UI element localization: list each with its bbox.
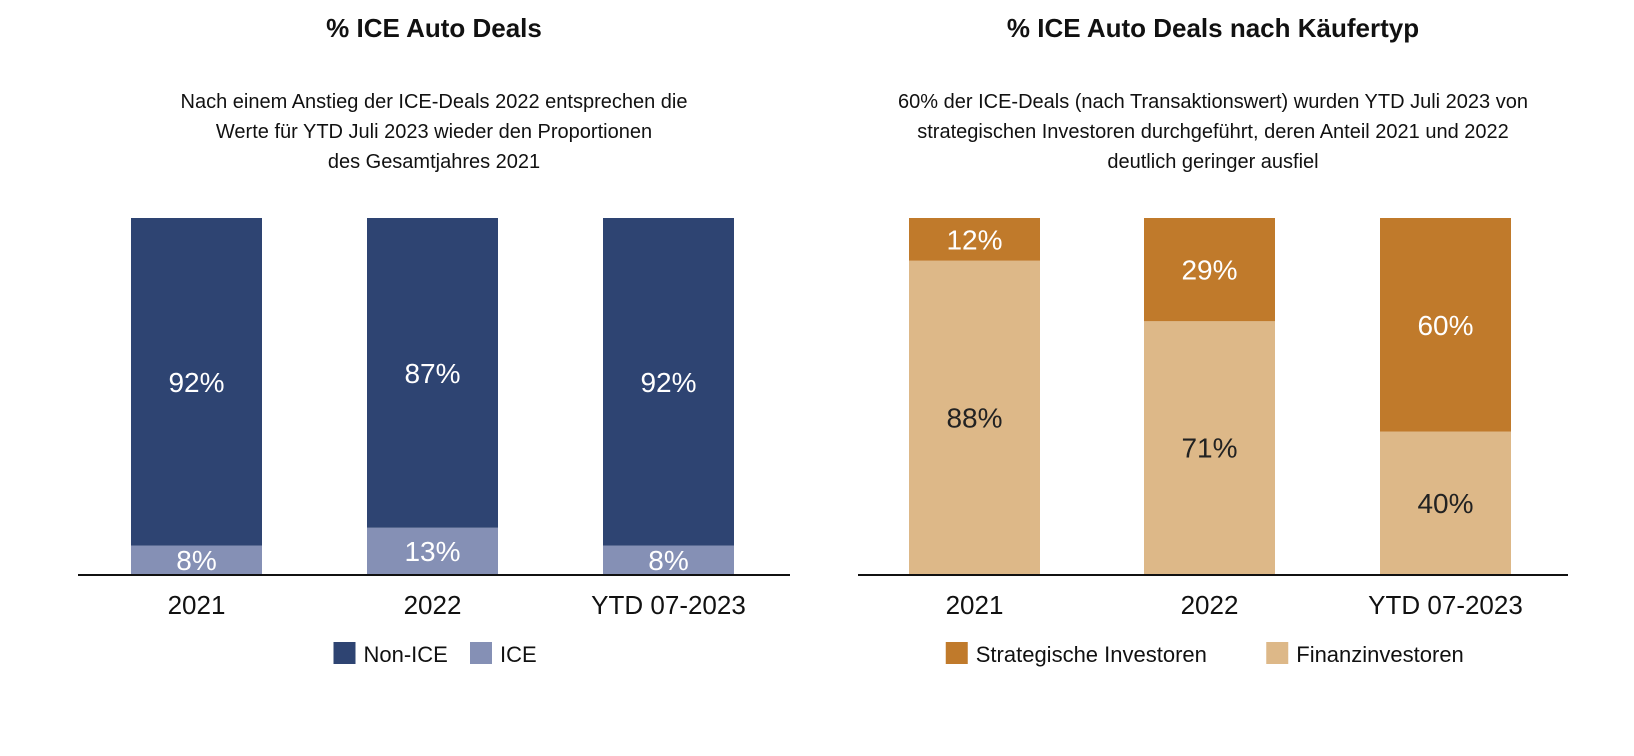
chart-subtitle-line: 60% der ICE-Deals (nach Transaktionswert… — [898, 91, 1528, 113]
x-tick-label: 2022 — [1181, 590, 1239, 620]
legend-label: Strategische Investoren — [976, 642, 1207, 667]
bar-segment — [1144, 218, 1275, 322]
chart-title: % ICE Auto Deals nach Käufertyp — [1007, 13, 1419, 43]
data-label: 13% — [404, 536, 460, 567]
x-tick-label: 2021 — [946, 590, 1004, 620]
x-tick-label: YTD 07-2023 — [1368, 590, 1523, 620]
bar-segment — [909, 260, 1040, 574]
chart-subtitle-line: des Gesamtjahres 2021 — [328, 151, 540, 173]
chart-title: % ICE Auto Deals — [326, 13, 542, 43]
data-label: 92% — [640, 367, 696, 398]
bar-segment — [367, 527, 498, 574]
data-label: 8% — [176, 545, 216, 576]
chart-subtitle-line: Nach einem Anstieg der ICE-Deals 2022 en… — [181, 91, 688, 113]
legend-label: Finanzinvestoren — [1296, 642, 1464, 667]
data-label: 8% — [648, 545, 688, 576]
legend-swatch — [333, 642, 356, 664]
x-tick-label: YTD 07-2023 — [591, 590, 746, 620]
bar-segment — [603, 545, 734, 574]
bar-segment — [131, 218, 262, 546]
data-label: 40% — [1417, 488, 1473, 519]
chart-1: % ICE Auto Deals Nach einem Anstieg der I… — [78, 13, 790, 667]
chart-subtitle-line: deutlich geringer ausfiel — [1107, 151, 1318, 173]
chart-subtitle-line: Werte für YTD Juli 2023 wieder den Propo… — [216, 121, 652, 143]
legend: Non-ICE ICE — [333, 642, 537, 667]
bar-segment — [1380, 218, 1511, 432]
data-label: 92% — [168, 367, 224, 398]
legend-swatch — [470, 642, 492, 664]
data-label: 29% — [1181, 255, 1237, 286]
data-label: 12% — [946, 224, 1002, 255]
chart-subtitle-line: strategischen Investoren durchgeführt, d… — [917, 121, 1509, 143]
data-label: 60% — [1417, 310, 1473, 341]
legend-label: Non-ICE — [364, 642, 448, 667]
legend: Strategische Investoren Finanzinvestoren — [945, 642, 1464, 667]
bar-segment — [131, 545, 262, 574]
bar-segment — [909, 218, 1040, 261]
bar-segment — [1144, 321, 1275, 574]
data-label: 88% — [946, 402, 1002, 433]
bar-segment — [367, 218, 498, 528]
data-label: 87% — [404, 358, 460, 389]
bar-segment — [603, 218, 734, 546]
legend-swatch — [945, 642, 968, 664]
legend-swatch — [1266, 642, 1289, 664]
chart-2: % ICE Auto Deals nach Käufertyp 60% der I… — [858, 13, 1568, 667]
legend-label: ICE — [500, 642, 537, 667]
x-tick-label: 2021 — [168, 590, 226, 620]
x-tick-label: 2022 — [404, 590, 462, 620]
data-label: 71% — [1181, 433, 1237, 464]
bar-segment — [1380, 431, 1511, 574]
